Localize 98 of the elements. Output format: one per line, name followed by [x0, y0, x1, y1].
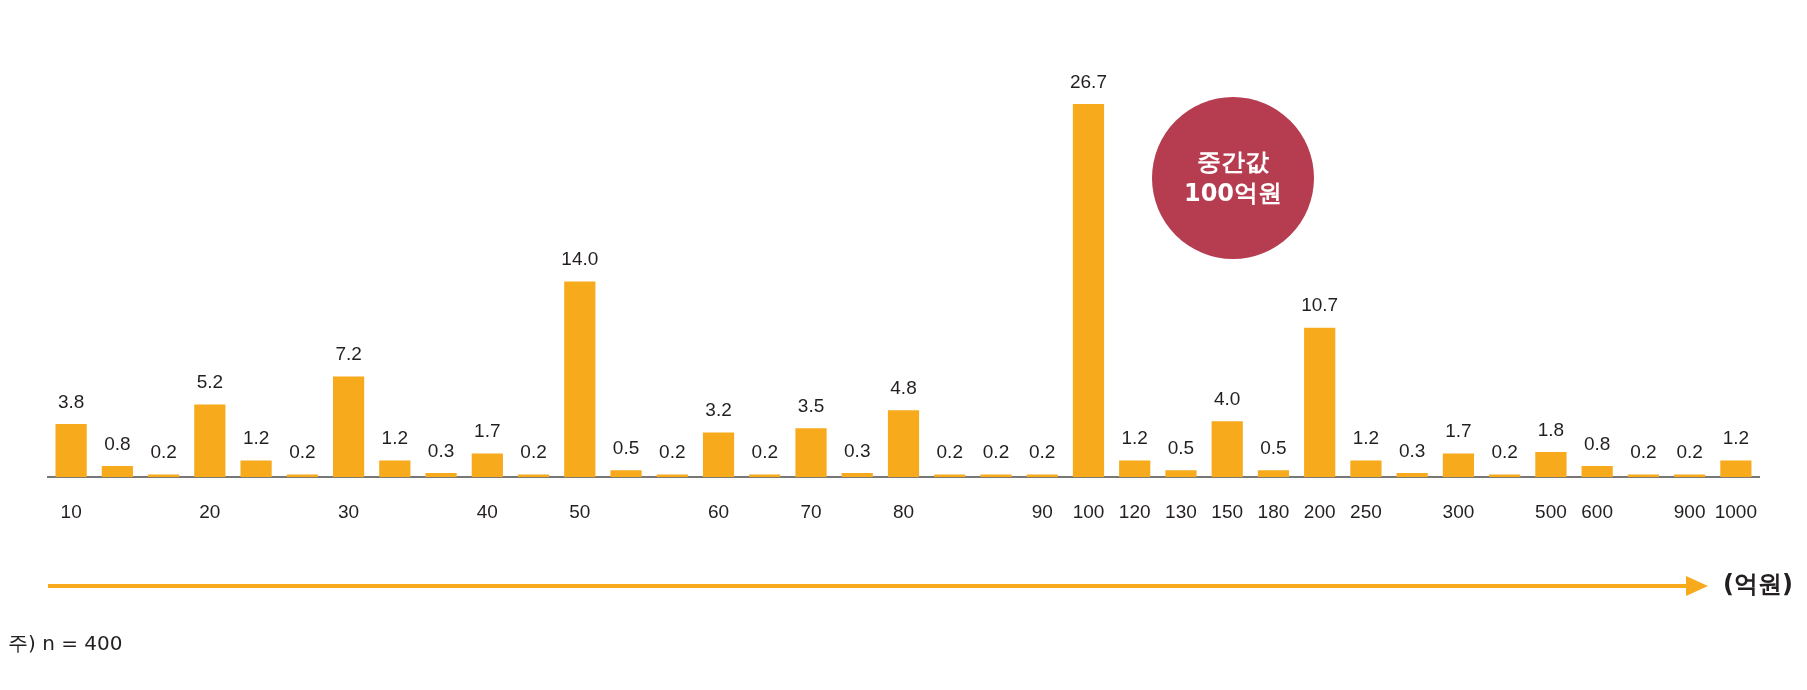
bar — [702, 432, 735, 478]
bar — [471, 453, 503, 478]
x-tick-label: 130 — [1165, 500, 1197, 522]
bar — [564, 281, 596, 478]
bar — [101, 466, 133, 478]
data-label: 0.2 — [1029, 441, 1056, 463]
bar — [1072, 104, 1105, 478]
data-label: 0.3 — [844, 439, 871, 461]
data-label: 0.3 — [1398, 439, 1426, 461]
bar — [656, 474, 688, 478]
x-tick-label: 300 — [1442, 500, 1475, 522]
data-label: 0.2 — [520, 441, 547, 463]
x-tick-label: 60 — [707, 500, 730, 522]
bar — [332, 376, 365, 478]
bar — [749, 474, 781, 478]
bar — [1304, 327, 1336, 478]
data-label: 5.2 — [196, 371, 224, 393]
data-label: 0.5 — [1167, 436, 1195, 458]
annotation: 중간값 100억원 — [1182, 146, 1284, 209]
bar — [795, 428, 827, 478]
data-label: 0.3 — [427, 439, 455, 461]
bar — [240, 460, 272, 478]
x-axis-title: (억원) — [1723, 569, 1793, 600]
bar — [1674, 474, 1706, 478]
bar — [1720, 460, 1752, 478]
bar — [1350, 460, 1382, 478]
bar — [425, 473, 457, 478]
x-tick-label: 150 — [1211, 500, 1244, 522]
data-label: 0.8 — [1583, 432, 1611, 454]
data-label: 0.2 — [1630, 441, 1657, 463]
data-label: 0.2 — [936, 441, 963, 463]
data-label: 0.8 — [104, 432, 131, 454]
data-label: 0.2 — [982, 441, 1010, 463]
bar — [841, 473, 873, 478]
data-label: 0.2 — [659, 441, 686, 463]
x-tick-label: 500 — [1535, 500, 1567, 522]
bar — [148, 474, 180, 478]
data-label: 0.2 — [1676, 441, 1703, 463]
data-label: 1.2 — [242, 427, 270, 449]
x-tick-label: 40 — [476, 500, 498, 522]
x-tick-label: 70 — [800, 500, 822, 522]
bar — [379, 460, 411, 478]
data-label: 1.7 — [474, 420, 501, 442]
bar — [286, 474, 318, 478]
x-tick-label: 1000 — [1714, 500, 1758, 522]
text: 주) n = 400 — [8, 630, 124, 657]
bar — [1119, 460, 1151, 478]
data-label: 0.2 — [751, 441, 778, 463]
data-label: 1.2 — [1722, 427, 1750, 449]
bar — [980, 474, 1012, 478]
x-tick-label: 600 — [1581, 500, 1613, 522]
bar — [517, 474, 550, 478]
bar — [55, 424, 87, 478]
data-label: 0.5 — [1260, 436, 1287, 458]
bar — [887, 410, 920, 478]
bar — [610, 470, 642, 478]
x-tick-label: 90 — [1031, 500, 1053, 522]
x-tick-label: 100 — [1072, 500, 1105, 522]
data-label: 1.2 — [1121, 427, 1148, 449]
x-tick-label: 900 — [1673, 500, 1706, 522]
data-label: 7.2 — [335, 343, 362, 365]
x-tick-label: 10 — [60, 500, 82, 522]
bar — [194, 404, 226, 478]
data-label: 1.2 — [381, 427, 409, 449]
x-tick-label: 50 — [569, 500, 591, 522]
bar — [1165, 470, 1197, 478]
data-label: 0.2 — [150, 441, 177, 463]
data-label: 1.8 — [1537, 418, 1565, 440]
x-tick-label: 120 — [1118, 500, 1151, 522]
data-label: 1.2 — [1352, 427, 1380, 449]
bar — [1535, 452, 1567, 478]
x-tick-label: 20 — [199, 500, 221, 522]
x-tick-label: 80 — [892, 500, 915, 522]
bar — [1026, 474, 1058, 478]
x-tick-label: 30 — [338, 500, 360, 522]
data-label: 3.5 — [797, 395, 825, 417]
bar — [1627, 474, 1659, 478]
bar — [1257, 470, 1290, 478]
data-label: 4.0 — [1213, 388, 1241, 410]
data-label: 0.2 — [1491, 441, 1518, 463]
data-label: 0.5 — [612, 436, 640, 458]
bar — [1581, 466, 1613, 478]
data-label: 26.7 — [1069, 70, 1107, 92]
data-label: 3.8 — [57, 390, 85, 412]
data-label: 14.0 — [561, 248, 599, 270]
bar — [1396, 473, 1428, 478]
x-tick-label: 250 — [1350, 500, 1382, 522]
x-tick-label: 180 — [1257, 500, 1290, 522]
bar — [1489, 474, 1521, 478]
bar — [934, 474, 966, 478]
bar — [1211, 421, 1243, 478]
data-label: 0.2 — [289, 441, 316, 463]
data-label: 4.8 — [890, 376, 917, 398]
data-label: 10.7 — [1301, 294, 1339, 316]
data-label: 3.2 — [705, 399, 732, 421]
bar — [1442, 453, 1475, 478]
x-tick-label: 200 — [1303, 500, 1336, 522]
data-label: 1.7 — [1445, 420, 1472, 442]
